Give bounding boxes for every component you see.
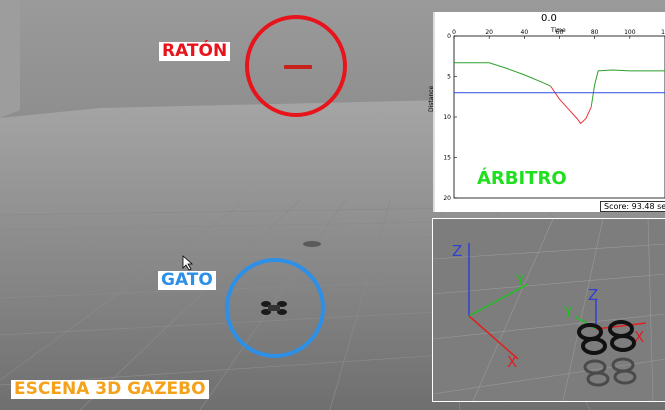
gato-ring (225, 258, 325, 358)
drone-z-label: Z (588, 286, 598, 304)
gato-label: GATO (158, 271, 216, 290)
gato-drone[interactable] (261, 301, 287, 315)
score-readout: Score: 93.48 secs (600, 201, 665, 212)
drone-y-label: Y (563, 305, 573, 321)
plot-ylabel: Distance (428, 85, 435, 112)
x-tick-label: 100 (624, 29, 636, 36)
plot-series-line-2 (590, 69, 665, 108)
escena-label: ESCENA 3D GAZEBO (11, 380, 209, 399)
drone-x-label: X (634, 328, 644, 346)
y-tick-label: 20 (443, 195, 451, 202)
x-tick-label: 12 (661, 29, 665, 36)
left-wall (0, 0, 20, 118)
drone-shadow (303, 241, 321, 247)
y-tick-label: 5 (447, 74, 451, 81)
plot-xlabel: Time (551, 27, 566, 34)
x-tick-label: 60 (556, 29, 564, 36)
x-tick-label: 40 (521, 29, 529, 36)
plot-series-line-0 (454, 62, 551, 87)
drone-frame-axes: Z Y X (563, 286, 647, 346)
x-tick-label: 80 (591, 29, 599, 36)
y-tick-label: 0 (447, 33, 451, 40)
world-x-label: X (507, 353, 517, 371)
world-z-label: Z (452, 242, 462, 260)
y-tick-label: 15 (443, 155, 451, 162)
x-tick-label: 20 (485, 29, 493, 36)
mouse-cursor-icon (182, 255, 194, 271)
raton-ring (245, 15, 347, 117)
world-y-label: Y (515, 273, 525, 289)
drone-shadow-model (583, 357, 637, 387)
distance-plot: 0204060801001205101520 (443, 29, 665, 202)
x-tick-label: 0 (452, 29, 456, 36)
world-frame-axes: Z Y X (452, 242, 529, 371)
y-tick-label: 10 (443, 114, 451, 121)
tf-axes-view[interactable]: Z Y X Z Y X (432, 218, 665, 402)
raton-drone[interactable] (284, 65, 312, 69)
referee-plot-panel: 0204060801001205101520 (433, 12, 665, 212)
plot-series-line-1 (550, 85, 592, 125)
plot-title: 0.0 (541, 13, 557, 24)
raton-label: RATÓN (159, 42, 231, 61)
drone-model[interactable] (577, 320, 636, 355)
arbitro-label: ÁRBITRO (477, 168, 567, 189)
